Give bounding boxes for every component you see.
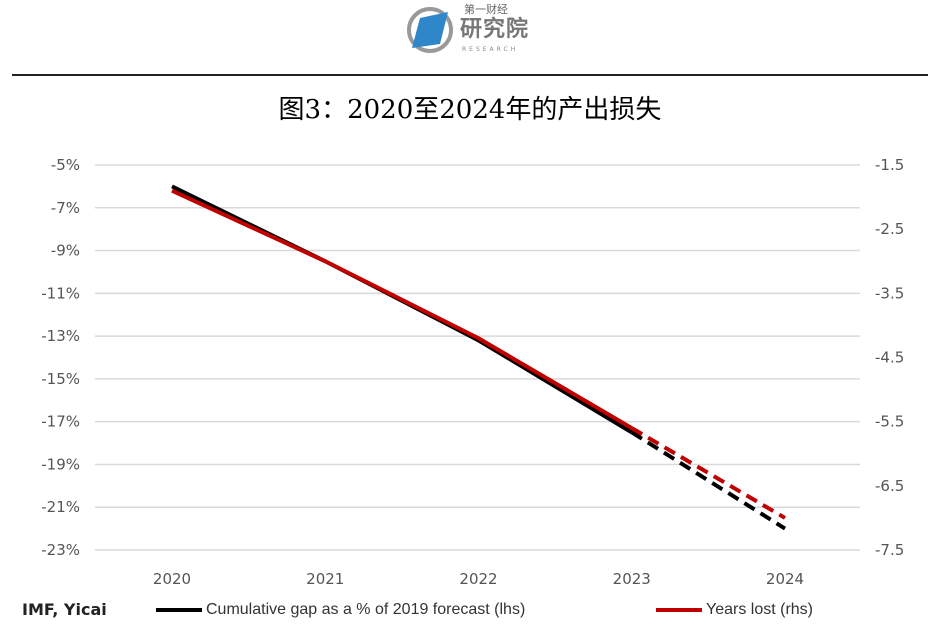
y-right-tick-label: -7.5 bbox=[875, 541, 904, 559]
y-left-tick-label: -7% bbox=[51, 199, 80, 217]
y-left-tick-label: -9% bbox=[51, 242, 80, 260]
y-right-tick-label: -2.5 bbox=[875, 220, 904, 238]
series-line-forecast-right bbox=[630, 426, 787, 520]
x-tick-label: 2020 bbox=[153, 570, 191, 588]
y-left-tick-label: -21% bbox=[41, 498, 80, 516]
x-tick-label: 2024 bbox=[766, 570, 804, 588]
y-left-tick-label: -23% bbox=[41, 541, 80, 559]
legend-item-rhs: Years lost (rhs) bbox=[656, 600, 813, 620]
y-left-tick-label: -11% bbox=[41, 284, 80, 302]
series-line-right bbox=[171, 188, 633, 430]
chart-source: IMF, Yicai bbox=[22, 600, 107, 619]
y-left-tick-label: -13% bbox=[41, 327, 80, 345]
logo-emblem-icon bbox=[407, 7, 453, 53]
y-right-tick-label: -6.5 bbox=[875, 477, 904, 495]
y-left-tick-label: -5% bbox=[51, 156, 80, 174]
y-left-tick-label: -19% bbox=[41, 455, 80, 473]
y-right-tick-label: -3.5 bbox=[875, 284, 904, 302]
logo: 第一财经 研究院 RESEARCH bbox=[404, 4, 554, 60]
legend-label: Cumulative gap as a % of 2019 forecast (… bbox=[206, 601, 526, 618]
y-right-tick-label: -4.5 bbox=[875, 349, 904, 367]
logo-text-main: 研究院 bbox=[460, 17, 530, 42]
header-divider bbox=[12, 74, 928, 76]
legend-swatch bbox=[156, 608, 202, 612]
logo-text-sub: RESEARCH bbox=[462, 46, 519, 53]
legend-label: Years lost (rhs) bbox=[706, 601, 813, 618]
x-tick-label: 2023 bbox=[613, 570, 651, 588]
legend-item-lhs: Cumulative gap as a % of 2019 forecast (… bbox=[156, 600, 525, 620]
logo-text-top: 第一财经 bbox=[464, 3, 508, 16]
x-tick-label: 2022 bbox=[459, 570, 497, 588]
y-right-tick-label: -1.5 bbox=[875, 156, 904, 174]
series-line-forecast-left bbox=[630, 430, 787, 531]
y-right-tick-label: -5.5 bbox=[875, 413, 904, 431]
y-left-tick-label: -15% bbox=[41, 370, 80, 388]
chart-title: 图3：2020至2024年的产出损失 bbox=[278, 95, 662, 125]
legend-swatch bbox=[656, 608, 702, 612]
y-left-tick-label: -17% bbox=[41, 413, 80, 431]
x-tick-label: 2021 bbox=[306, 570, 344, 588]
